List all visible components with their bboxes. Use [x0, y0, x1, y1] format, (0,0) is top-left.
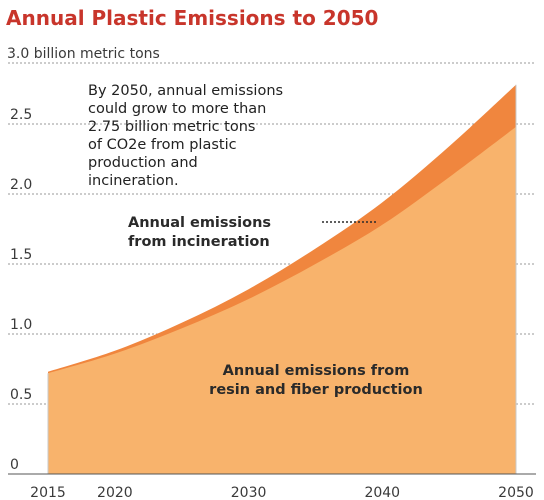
y-tick-label: 2.0 — [10, 177, 32, 193]
label-incineration-line: from incineration — [128, 234, 270, 250]
annotation-line: By 2050, annual emissions — [88, 83, 283, 99]
y-tick-label: 1.5 — [10, 247, 32, 263]
x-tick-label: 2030 — [231, 485, 267, 500]
label-incineration-line: Annual emissions — [128, 215, 271, 231]
annotation-line: 2.75 billion metric tons — [88, 119, 256, 135]
annotation-line: production and — [88, 155, 198, 171]
x-tick-label: 2015 — [30, 485, 66, 500]
label-production-line: Annual emissions from — [223, 363, 410, 379]
annotation-line: incineration. — [88, 173, 179, 189]
area-layer — [47, 84, 517, 475]
label-production-line: resin and fiber production — [209, 382, 423, 398]
axis-layer: 0 0.5 1.0 1.5 2.0 2.5 2015 2020 2030 2040 2050 — [8, 107, 536, 500]
series-labels: Annual emissions from incineration Annual … — [128, 215, 423, 398]
x-tick-label: 2050 — [498, 485, 534, 500]
unit-label: 3.0 billion metric tons — [7, 46, 160, 62]
series-area-production — [48, 126, 516, 475]
annotation-line: could grow to more than — [88, 101, 266, 117]
x-tick-label: 2020 — [97, 485, 133, 500]
chart-title: Annual Plastic Emissions to 2050 — [6, 6, 379, 30]
y-tick-label: 1.0 — [10, 317, 32, 333]
y-tick-label: 2.5 — [10, 107, 32, 123]
annotation-line: of CO2e from plastic — [88, 137, 237, 153]
y-tick-label: 0.5 — [10, 387, 32, 403]
annotation: By 2050, annual emissions could grow to m… — [88, 83, 283, 189]
x-tick-label: 2040 — [364, 485, 400, 500]
y-tick-label: 0 — [10, 457, 19, 473]
